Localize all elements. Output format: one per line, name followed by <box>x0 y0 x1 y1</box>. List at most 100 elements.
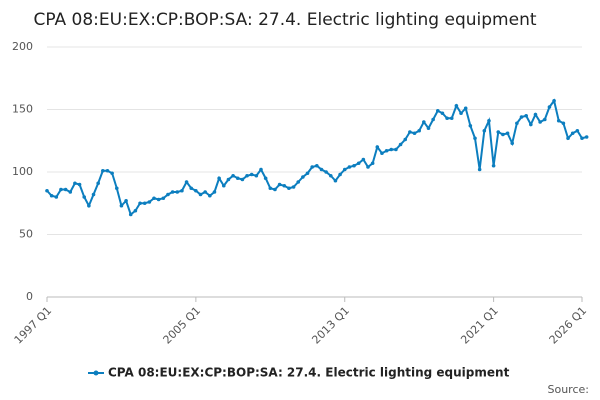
x-tick-label: 2005 Q1 <box>161 304 204 347</box>
legend-label: CPA 08:EU:EX:CP:BOP:SA: 27.4. Electric l… <box>108 366 510 380</box>
point <box>91 192 96 197</box>
point <box>101 168 105 173</box>
x-tick-label: 2013 Q1 <box>309 304 352 347</box>
point <box>487 118 491 123</box>
point <box>422 120 426 124</box>
point <box>389 147 394 152</box>
source: Source: <box>548 383 590 396</box>
point <box>189 186 194 191</box>
point <box>152 196 156 201</box>
point <box>59 187 63 192</box>
point <box>282 183 287 188</box>
point <box>291 185 296 189</box>
point <box>380 151 384 156</box>
point <box>356 161 361 166</box>
point <box>240 177 245 182</box>
point <box>524 113 528 118</box>
point <box>273 187 277 192</box>
point <box>63 187 68 192</box>
chart-title: CPA 08:EU:EX:CP:BOP:SA: 27.4. Electric l… <box>33 10 536 30</box>
point <box>268 186 273 191</box>
point <box>114 186 119 191</box>
x-tick-label: 2021 Q1 <box>458 304 501 347</box>
point <box>449 116 454 121</box>
point <box>203 190 207 194</box>
point <box>454 103 459 108</box>
point <box>473 136 477 141</box>
point <box>142 201 147 206</box>
legend-marker <box>93 370 99 376</box>
y-tick-label: 50 <box>19 228 33 241</box>
point <box>194 188 198 193</box>
point <box>119 203 124 208</box>
point <box>105 168 110 173</box>
point <box>398 142 403 147</box>
point <box>310 165 314 169</box>
point <box>333 178 338 183</box>
point <box>277 182 282 187</box>
point <box>198 192 203 197</box>
point <box>212 190 217 194</box>
point <box>217 176 221 181</box>
point <box>73 181 77 186</box>
point <box>77 182 82 187</box>
point <box>347 165 352 169</box>
point <box>463 106 468 111</box>
point <box>324 170 328 174</box>
point <box>370 161 375 166</box>
point <box>328 173 333 178</box>
point <box>566 136 570 141</box>
point <box>426 126 431 131</box>
point <box>366 165 370 169</box>
point <box>491 163 496 168</box>
point <box>231 173 235 178</box>
point <box>552 98 556 103</box>
x-tick-label: 2026 Q1 <box>547 304 590 347</box>
point <box>459 111 463 116</box>
point <box>138 201 142 206</box>
point <box>82 195 87 199</box>
point <box>342 167 347 172</box>
point <box>561 121 566 126</box>
point <box>394 147 398 152</box>
point <box>147 200 152 204</box>
point <box>538 120 542 124</box>
point <box>166 192 170 197</box>
point <box>417 128 421 133</box>
point <box>133 208 138 213</box>
point <box>54 195 59 199</box>
point <box>445 116 449 121</box>
point <box>87 203 91 208</box>
point <box>175 190 180 194</box>
point <box>249 172 254 177</box>
point <box>510 141 515 146</box>
point <box>170 190 175 194</box>
point <box>235 176 240 181</box>
point <box>556 118 561 123</box>
point <box>529 122 533 127</box>
point <box>319 167 324 172</box>
point <box>338 172 342 177</box>
point <box>45 188 49 193</box>
point <box>515 121 519 126</box>
point <box>161 196 166 201</box>
point <box>580 136 584 141</box>
point <box>221 183 226 188</box>
point <box>184 180 189 184</box>
point <box>519 115 524 119</box>
point <box>440 111 445 116</box>
point <box>263 176 268 181</box>
point <box>496 130 501 134</box>
point <box>501 132 505 137</box>
series-line <box>46 98 587 217</box>
point <box>584 135 589 139</box>
point <box>408 130 412 134</box>
point <box>505 131 510 136</box>
point <box>315 163 319 168</box>
point <box>435 108 440 113</box>
point <box>352 163 356 168</box>
point <box>110 171 114 176</box>
y-tick-label: 150 <box>12 103 33 116</box>
point <box>128 212 133 217</box>
